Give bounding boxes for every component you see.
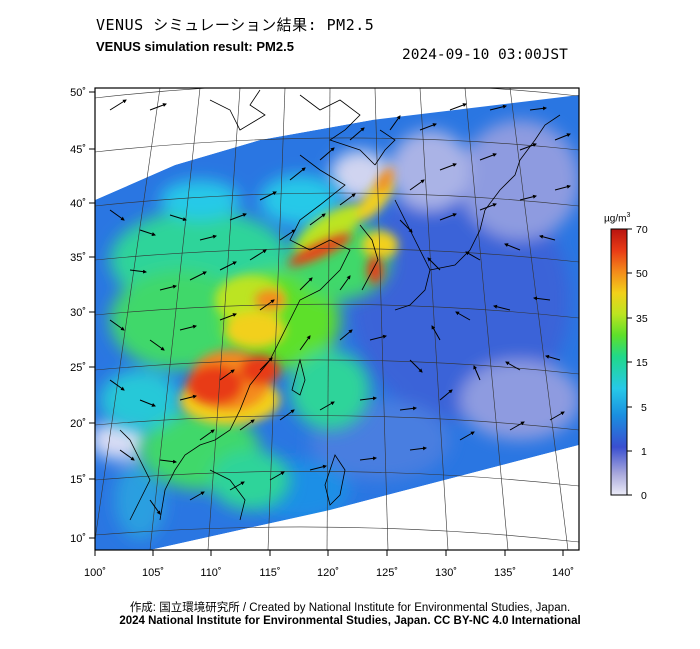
colorbar-tick-label: 50 — [636, 268, 648, 280]
lat-label: 40˚ — [70, 198, 86, 210]
latitude-labels: 50˚ 45˚ 40˚ 35˚ 30˚ 25˚ 20˚ 15˚ 10˚ — [70, 87, 86, 545]
colorbar-unit: µg/m3 — [604, 212, 631, 225]
lon-label: 125˚ — [376, 567, 398, 579]
lon-label: 115˚ — [259, 567, 280, 579]
colorbar-tick-label: 70 — [636, 224, 648, 236]
lat-label: 15˚ — [70, 474, 86, 486]
lat-label: 20˚ — [70, 418, 86, 430]
colorbar-tick-label: 1 — [641, 446, 647, 458]
lat-label: 35˚ — [70, 252, 86, 264]
lat-label: 30˚ — [70, 307, 86, 319]
map-border — [94, 87, 580, 551]
axis-ticks — [89, 91, 564, 556]
lon-label: 110˚ — [200, 567, 221, 579]
lon-label: 120˚ — [317, 567, 339, 579]
colorbar-tick-label: 15 — [636, 357, 648, 369]
lat-label: 25˚ — [70, 362, 86, 374]
lon-label: 130˚ — [435, 567, 457, 579]
coastlines — [119, 89, 561, 521]
pm25-map: 100˚ 105˚ 110˚ 115˚ 120˚ 125˚ 130˚ 135˚ … — [70, 87, 648, 579]
colorbar: 70 50 35 15 5 1 0 — [610, 224, 648, 502]
credit-line-2: 2024 National Institute for Environmenta… — [119, 615, 581, 627]
title-english: VENUS simulation result: PM2.5 — [96, 39, 294, 54]
colorbar-tick-label: 5 — [641, 402, 647, 414]
wind-vectors — [109, 99, 571, 515]
longitude-labels: 100˚ 105˚ 110˚ 115˚ 120˚ 125˚ 130˚ 135˚ … — [84, 567, 574, 579]
lon-label: 140˚ — [552, 567, 574, 579]
lat-label: 10˚ — [70, 533, 86, 545]
lat-label: 50˚ — [70, 87, 86, 99]
colorbar-gradient — [610, 228, 628, 496]
title-japanese: VENUS シミュレーション結果: PM2.5 — [96, 16, 375, 34]
forecast-timestamp: 2024-09-10 03:00JST — [402, 47, 568, 63]
lon-label: 135˚ — [494, 567, 516, 579]
lon-label: 105˚ — [142, 567, 164, 579]
colorbar-tick-label: 35 — [636, 313, 648, 325]
concentration-field — [95, 88, 579, 550]
credit-line-1: 作成: 国立環境研究所 / Created by National Instit… — [129, 602, 571, 614]
lat-label: 45˚ — [70, 144, 86, 156]
lon-label: 100˚ — [84, 567, 106, 579]
colorbar-tick-label: 0 — [641, 490, 647, 502]
